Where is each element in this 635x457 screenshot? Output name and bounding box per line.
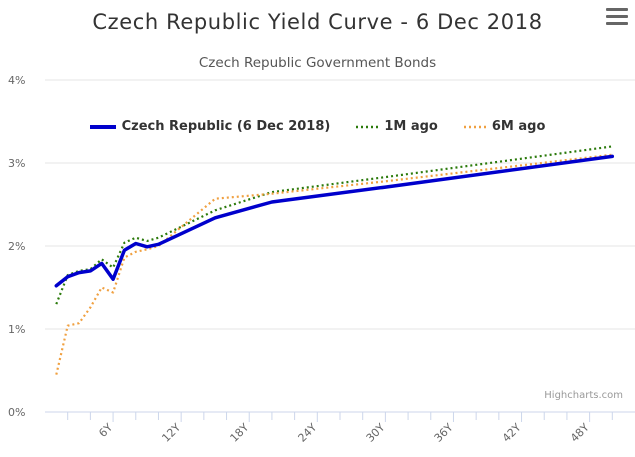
- y-tick-label: 4%: [8, 74, 25, 87]
- x-tick-label: 48Y: [568, 421, 592, 445]
- legend-label: 6M ago: [491, 119, 546, 134]
- legend-item-1m-ago[interactable]: 1M ago: [356, 119, 438, 134]
- x-axis: 6Y 12Y 18Y 24Y 30Y 36Y 42Y 48Y: [45, 411, 635, 445]
- legend-item-6m-ago[interactable]: 6M ago: [463, 119, 546, 134]
- legend-symbol-solid: [89, 124, 116, 129]
- context-menu-icon[interactable]: [606, 8, 628, 26]
- y-tick-label: 1%: [8, 323, 25, 336]
- legend-symbol-dotted: [463, 125, 486, 128]
- x-tick-label: 6Y: [96, 421, 115, 440]
- x-tick-label: 24Y: [296, 421, 320, 445]
- x-tick-label: 42Y: [500, 421, 524, 445]
- chart-title: Czech Republic Yield Curve - 6 Dec 2018: [92, 10, 543, 34]
- legend-item-czech-republic[interactable]: Czech Republic (6 Dec 2018): [89, 119, 331, 134]
- x-tick-label: 30Y: [364, 421, 388, 445]
- series-line-current[interactable]: [54, 154, 615, 288]
- y-tick-label: 3%: [8, 157, 25, 170]
- legend: Czech Republic (6 Dec 2018) 1M ago 6M ag…: [0, 119, 635, 134]
- y-axis: 0% 1% 2% 3% 4%: [8, 74, 25, 419]
- chart-subtitle: Czech Republic Government Bonds: [198, 55, 437, 71]
- series-line-1m-ago[interactable]: [55, 145, 613, 305]
- credits-link[interactable]: Highcharts.com: [544, 390, 623, 401]
- legend-label: Czech Republic (6 Dec 2018): [121, 119, 331, 134]
- legend-label: 1M ago: [384, 119, 438, 134]
- x-tick-label: 36Y: [432, 421, 456, 445]
- y-tick-label: 0%: [8, 406, 25, 419]
- plot-series: [54, 145, 615, 375]
- x-tick-label: 18Y: [228, 421, 252, 445]
- y-tick-label: 2%: [8, 240, 25, 253]
- x-tick-label: 12Y: [159, 421, 183, 445]
- series-line-6m-ago[interactable]: [55, 153, 613, 375]
- legend-symbol-dotted: [356, 125, 379, 128]
